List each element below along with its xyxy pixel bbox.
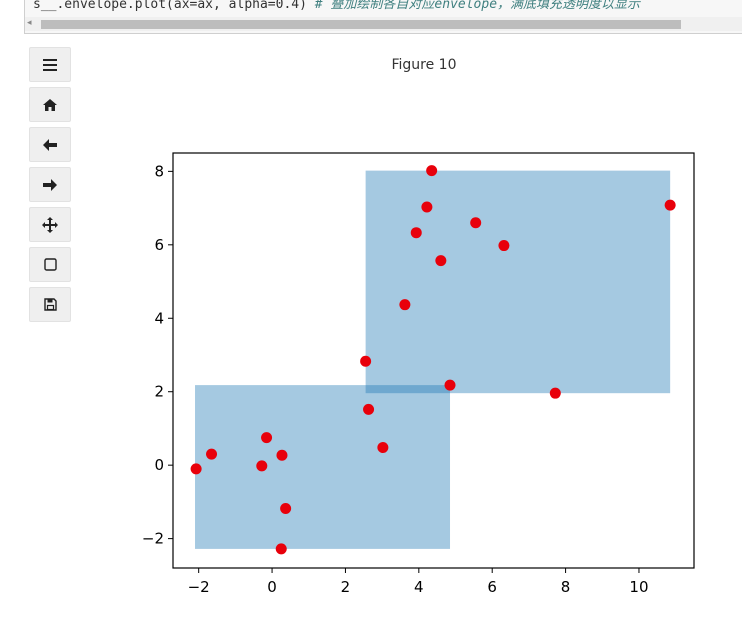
x-axis-ticks: −2 0 2 4 6 8 10: [188, 568, 649, 596]
data-point-4: [256, 460, 268, 472]
data-point-2: [206, 448, 218, 460]
data-point-18: [498, 240, 510, 252]
data-point-6: [280, 503, 292, 515]
code-line: s__.envelope.plot(ax=ax, alpha=0.4) # 叠加…: [33, 0, 640, 12]
figure-toolbar: [29, 47, 71, 327]
arrow-right-icon: [43, 178, 57, 191]
data-point-11: [444, 379, 456, 391]
code-comment: # 叠加绘制各自对应envelope，满底填充透明度以显示: [314, 0, 641, 12]
envelope-rect-1: [195, 385, 451, 549]
x-tick-label: 10: [629, 578, 648, 596]
y-tick-label: 4: [154, 309, 164, 327]
x-tick-label: 2: [341, 578, 351, 596]
y-tick-label: −2: [142, 530, 164, 548]
data-point-12: [399, 299, 411, 311]
forward-button[interactable]: [29, 167, 71, 202]
horizontal-scrollbar[interactable]: ◂: [25, 17, 742, 31]
home-button[interactable]: [29, 87, 71, 122]
square-icon: [43, 258, 57, 271]
figure-title: Figure 10: [391, 57, 457, 73]
data-point-17: [470, 217, 482, 229]
axes-frame: [172, 152, 695, 569]
menu-button[interactable]: [29, 47, 71, 82]
data-point-1: [190, 463, 202, 475]
pan-button[interactable]: [29, 207, 71, 242]
move-icon: [42, 216, 58, 233]
x-tick-label: 6: [487, 578, 497, 596]
data-point-14: [421, 201, 433, 213]
data-point-9: [377, 442, 389, 454]
back-button[interactable]: [29, 127, 71, 162]
data-point-20: [664, 199, 676, 211]
x-tick-label: 4: [414, 578, 424, 596]
y-tick-label: 8: [154, 162, 164, 180]
data-point-8: [363, 403, 375, 415]
data-point-3: [261, 432, 273, 444]
code-cell[interactable]: s__.envelope.plot(ax=ax, alpha=0.4) # 叠加…: [24, 0, 742, 34]
code-statement: s__.envelope.plot(ax=ax, alpha=0.4): [33, 0, 307, 12]
zoom-button[interactable]: [29, 247, 71, 282]
arrow-left-icon: [43, 138, 57, 151]
y-tick-label: 6: [154, 236, 164, 254]
data-point-15: [426, 165, 438, 177]
y-axis-ticks: −2 0 2 4 6 8: [142, 162, 173, 548]
data-point-7: [275, 543, 287, 555]
hamburger-icon: [43, 58, 57, 71]
y-tick-label: 0: [154, 456, 164, 474]
data-point-19: [549, 387, 561, 399]
data-point-16: [435, 255, 447, 267]
data-point-13: [410, 227, 422, 239]
envelopes: [195, 170, 671, 549]
data-point-5: [276, 449, 288, 461]
x-tick-label: −2: [188, 578, 210, 596]
scrollbar-thumb[interactable]: [41, 20, 681, 29]
x-tick-label: 0: [267, 578, 277, 596]
scroll-left-icon[interactable]: ◂: [27, 18, 32, 28]
floppy-disk-icon: [43, 298, 57, 311]
data-point-10: [360, 355, 372, 367]
x-tick-label: 8: [561, 578, 571, 596]
home-icon: [43, 98, 57, 111]
save-button[interactable]: [29, 287, 71, 322]
y-tick-label: 2: [154, 383, 164, 401]
envelope-rect-2: [365, 170, 671, 394]
points: [190, 165, 676, 555]
